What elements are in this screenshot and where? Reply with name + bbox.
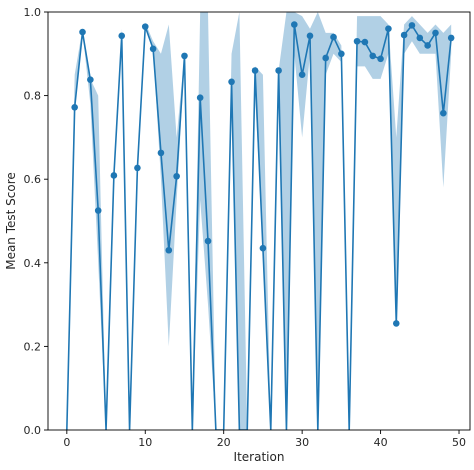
y-tick-label: 0.2 — [24, 340, 42, 353]
y-tick-label: 0.8 — [24, 90, 42, 103]
series-line-layer — [66, 23, 452, 430]
data-point — [275, 67, 282, 74]
data-point — [400, 31, 408, 39]
data-point — [338, 50, 345, 58]
plot-frame — [47, 11, 471, 431]
x-tick-label: 40 — [374, 436, 388, 449]
data-point — [173, 172, 180, 180]
x-axis-ticks: 0 10 20 30 40 50 — [63, 430, 466, 449]
y-tick-label: 0.4 — [24, 257, 42, 270]
data-point — [306, 32, 314, 40]
data-point — [149, 45, 157, 53]
data-point — [361, 38, 369, 46]
x-tick-label: 50 — [452, 436, 466, 449]
data-point — [259, 244, 267, 252]
data-point — [204, 237, 212, 245]
x-axis-title: Iteration — [234, 450, 285, 464]
confidence-band-layer — [66, 12, 452, 430]
x-tick-label: 30 — [295, 436, 309, 449]
data-point — [141, 23, 149, 30]
data-point — [110, 172, 118, 179]
data-point — [118, 32, 126, 40]
data-point — [353, 37, 361, 45]
y-tick-label: 0.0 — [24, 424, 42, 437]
data-point — [87, 76, 94, 84]
data-point — [157, 149, 165, 157]
data-point — [377, 55, 384, 63]
x-tick-label: 20 — [217, 436, 231, 449]
x-tick-label: 10 — [138, 436, 152, 449]
data-point — [408, 22, 416, 29]
data-point — [440, 109, 447, 117]
data-point — [298, 71, 306, 78]
data-point — [416, 34, 424, 42]
x-tick-label: 0 — [63, 436, 70, 449]
data-point — [369, 52, 377, 60]
y-tick-label: 0.6 — [24, 173, 42, 186]
data-point — [322, 54, 329, 62]
data-point — [94, 207, 102, 214]
data-point — [432, 29, 439, 37]
data-point — [251, 67, 259, 74]
data-point — [228, 78, 235, 86]
data-point — [330, 33, 337, 41]
data-point — [447, 34, 455, 42]
data-point — [181, 52, 188, 60]
data-point — [291, 21, 298, 28]
data-point — [196, 94, 204, 101]
confidence-band — [66, 12, 452, 430]
data-point — [79, 28, 86, 36]
data-point — [385, 25, 392, 33]
data-point — [424, 42, 431, 49]
data-point — [134, 164, 141, 172]
data-point — [71, 104, 78, 111]
y-axis-ticks: 0.0 0.2 0.4 0.6 0.8 1.0 — [24, 6, 48, 437]
series-line — [66, 23, 452, 430]
y-axis-title: Mean Test Score — [4, 172, 18, 270]
data-point — [165, 246, 173, 254]
data-point — [392, 320, 400, 327]
y-tick-label: 1.0 — [24, 6, 42, 19]
data-point-layer — [71, 21, 455, 327]
